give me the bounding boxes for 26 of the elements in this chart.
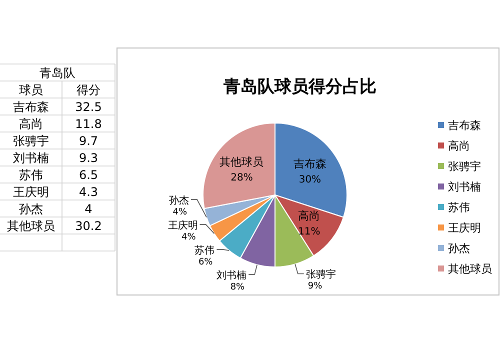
legend-label: 苏伟 <box>448 201 470 214</box>
legend-label: 吉布森 <box>448 119 481 132</box>
data-label: 4% <box>181 232 196 242</box>
slice-label: 王庆明 <box>168 219 198 232</box>
slice-label: 张骋宇 <box>306 268 336 281</box>
legend-label: 其他球员 <box>448 262 492 276</box>
data-label: 6% <box>198 257 214 268</box>
data-label: 4% <box>172 207 188 218</box>
chart-title: 青岛队球员得分占比 <box>222 77 376 97</box>
slice-label: 其他球员 <box>220 155 264 168</box>
legend-label: 张骋宇 <box>448 160 481 173</box>
data-label: 9% <box>308 282 323 292</box>
slice-label: 孙杰 <box>169 194 190 206</box>
slice-label: 吉布森 <box>293 158 326 171</box>
data-label: 30% <box>298 174 322 186</box>
legend-label: 王庆明 <box>448 222 481 234</box>
legend-label: 刘书楠 <box>448 180 481 194</box>
table: 青岛队 球员 得分 吉布森 32.5 高尚 11.8 张骋宇 9.7 刘书楠 9.3 苏伟 6.5 王庆明 4.3 孙杰 4 其他球员 30.2 <box>0 64 116 252</box>
legend-label: 高尚 <box>448 140 470 152</box>
slice-label: 高尚 <box>298 209 320 222</box>
slice-label: 刘书楠 <box>216 269 247 282</box>
data-label: 28% <box>230 172 253 184</box>
slice-label: 苏伟 <box>194 244 215 256</box>
data-label: 8% <box>230 282 246 292</box>
data-label: 11% <box>298 226 320 238</box>
legend-label: 孙杰 <box>448 242 470 255</box>
